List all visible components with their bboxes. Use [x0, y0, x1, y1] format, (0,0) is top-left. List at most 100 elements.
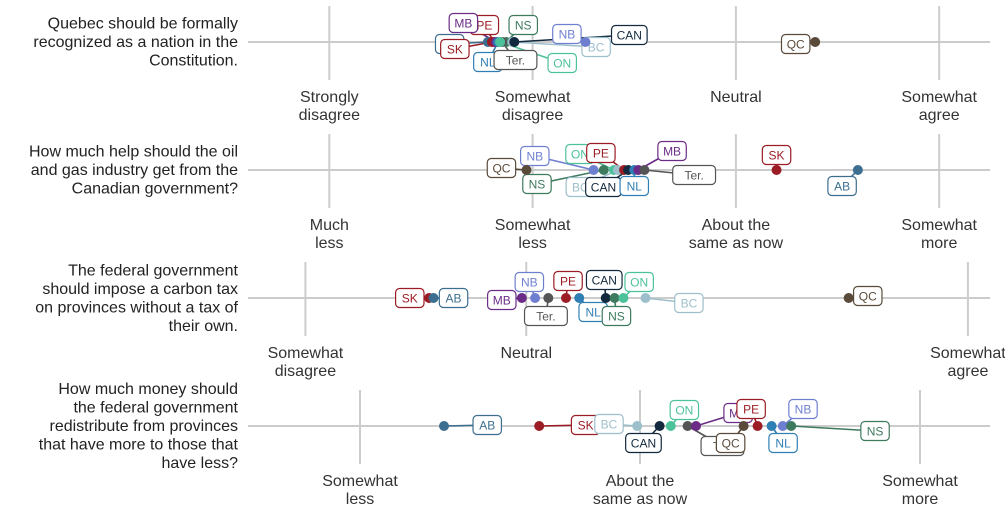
x-tick-label: Somewhat agree	[901, 89, 977, 124]
point-label-box	[674, 292, 704, 314]
point-label-ter: Ter.	[684, 168, 703, 182]
question-text: How much money should the federal governm…	[39, 381, 239, 472]
point-label-box	[610, 24, 648, 46]
x-tick-label: About the same as now	[689, 217, 784, 252]
data-point-nb	[777, 421, 788, 431]
point-label-box	[519, 145, 550, 167]
point-label-on: ON	[553, 56, 571, 70]
point-label-bc: BC	[601, 417, 618, 431]
data-point-nb	[580, 37, 591, 47]
x-tick-label: Somewhat disagree	[268, 345, 344, 380]
point-label-box	[624, 271, 654, 293]
data-point-ab	[428, 293, 439, 303]
point-label-qc: QC	[492, 161, 510, 175]
data-point-bc	[632, 421, 643, 431]
data-point-ab	[852, 165, 863, 175]
data-point-mb	[691, 421, 701, 431]
data-point-on	[618, 293, 629, 303]
point-label-ter: Ter.	[506, 53, 525, 67]
point-label-bc: BC	[681, 296, 698, 310]
panel-1: Strongly disagree Somewhat disagree Neutral S…	[33, 6, 990, 124]
data-point-ns	[609, 293, 620, 303]
point-label-ter: Ter.	[536, 309, 555, 323]
point-label-box	[852, 285, 883, 307]
point-label-sk: SK	[769, 148, 785, 162]
data-point-on	[495, 37, 506, 47]
point-label-can: CAN	[592, 273, 617, 287]
panel-3: Somewhat disagree Neutral Somewhat agree The …	[35, 262, 1005, 380]
point-label-sk: SK	[447, 42, 463, 56]
point-label-qc: QC	[722, 436, 740, 450]
point-label-bc: BC	[572, 180, 589, 194]
question-text: The federal government should impose a ca…	[35, 262, 238, 335]
data-point-qc	[843, 293, 854, 303]
x-tick-label: Strongly disagree	[299, 89, 360, 124]
point-label-box	[601, 305, 632, 327]
point-label-box	[522, 173, 552, 195]
point-label-box	[448, 12, 479, 34]
point-label-box	[553, 270, 583, 292]
data-point-qc	[521, 165, 532, 175]
point-label-ns: NS	[515, 18, 532, 32]
data-point-sk	[771, 165, 782, 175]
point-label-box	[669, 399, 700, 421]
data-point-ns	[786, 421, 797, 431]
data-point-pe	[752, 421, 763, 431]
point-label-sk: SK	[578, 418, 594, 432]
point-label-nb: NB	[795, 402, 812, 416]
data-point-nl	[766, 421, 777, 431]
x-tick-label: Neutral	[500, 345, 552, 362]
data-point-mb	[516, 293, 527, 303]
point-label-mb: MB	[663, 144, 681, 158]
point-label-box	[715, 432, 746, 454]
x-tick-label: Somewhat less	[322, 473, 398, 508]
point-label-box	[508, 14, 539, 36]
panel-2: Much less Somewhat less About the same as now…	[29, 134, 990, 252]
x-tick-label: Somewhat agree	[930, 345, 1005, 380]
x-tick-label: Neutral	[710, 89, 762, 106]
point-label-box	[860, 420, 890, 442]
point-label-nl: NL	[627, 179, 643, 193]
point-label-bc: BC	[588, 40, 605, 54]
point-label-qc: QC	[859, 289, 877, 303]
point-label-pe: PE	[560, 274, 576, 288]
data-point-ter	[543, 293, 554, 303]
point-label-box	[768, 432, 798, 454]
point-label-box	[394, 287, 425, 309]
point-label-box	[586, 142, 616, 164]
point-label-box	[486, 289, 517, 311]
question-text: How much help should the oil and gas indu…	[29, 144, 238, 198]
point-label-box	[514, 271, 545, 293]
point-label-nl: NL	[775, 436, 791, 450]
point-label-qc: QC	[787, 37, 805, 51]
point-label-box	[761, 144, 792, 166]
data-point-nb	[530, 293, 541, 303]
point-label-box	[552, 23, 582, 45]
data-point-pe	[561, 293, 571, 303]
point-label-on: ON	[675, 403, 693, 417]
point-label-on: ON	[571, 147, 589, 161]
point-label-ab: AB	[834, 179, 850, 193]
data-point-can	[600, 293, 611, 303]
data-point-qc	[810, 37, 821, 47]
point-label-box	[827, 175, 857, 197]
point-label-mb: MB	[493, 293, 511, 307]
point-label-box	[440, 38, 470, 60]
point-label-mb: MB	[454, 16, 472, 30]
point-label-can: CAN	[631, 436, 656, 450]
point-label-ab: AB	[479, 418, 495, 432]
data-point-ab	[439, 421, 449, 431]
point-label-box	[486, 157, 517, 179]
point-label-ns: NS	[867, 424, 884, 438]
point-label-pe: PE	[743, 402, 759, 416]
point-label-box	[493, 49, 538, 71]
point-label-box	[619, 175, 650, 197]
point-label-nl: NL	[585, 305, 601, 319]
point-label-on: ON	[630, 275, 648, 289]
point-label-box	[472, 414, 503, 436]
data-point-nl	[574, 293, 585, 303]
point-label-nb: NB	[526, 149, 543, 163]
panel-4: Somewhat less About the same as now Somewhat…	[39, 381, 990, 508]
x-tick-label: Somewhat more	[901, 217, 977, 252]
